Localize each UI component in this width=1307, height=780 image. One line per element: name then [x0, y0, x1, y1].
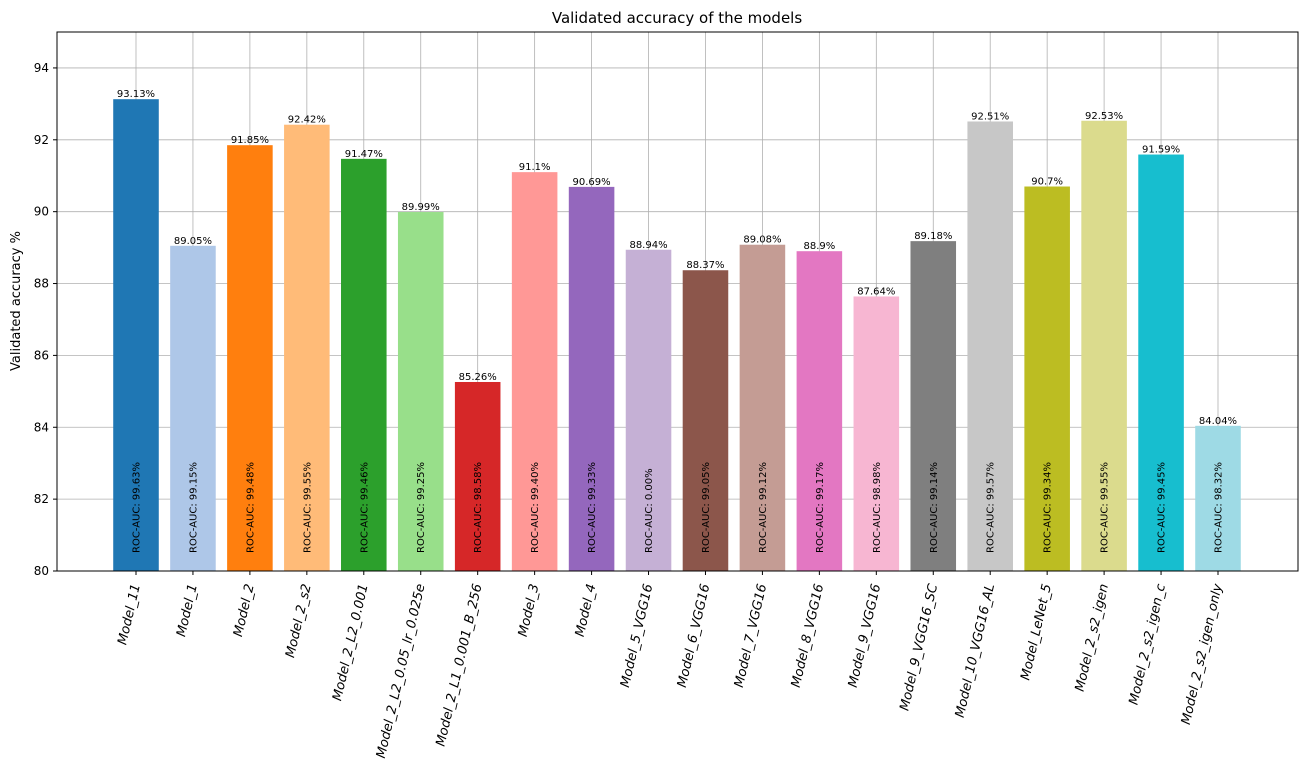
bar-value-label: 88.37% [686, 260, 724, 271]
plot-frame [56, 31, 1299, 572]
x-tick-label: Model_8_VGG16 [789, 583, 827, 690]
roc-auc-label: ROC-AUC: 99.63% [132, 462, 143, 553]
x-tick-label: Model_2_s2 [283, 583, 315, 660]
roc-auc-label: ROC-AUC: 99.55% [1100, 462, 1111, 553]
bar-Model_5_VGG16 [625, 249, 672, 572]
bar-Model_LeNet_5 [1024, 186, 1070, 571]
x-tick-label: Model_2_s2_igen_c [1127, 583, 1169, 707]
bar-Model_2_s2_igen_only [1195, 425, 1241, 571]
bar-Model_7_VGG16 [739, 244, 786, 571]
x-tick-label: Model_10_VGG16_AL [953, 583, 998, 720]
bar-value-label: 89.18% [914, 231, 952, 242]
roc-auc-label: ROC-AUC: 99.46% [359, 462, 370, 553]
bar-value-label: 91.47% [345, 149, 383, 160]
bar-value-label: 89.99% [402, 202, 440, 213]
x-tick-label: Model_3 [516, 583, 543, 639]
x-tick-label: Model_1 [174, 583, 201, 639]
roc-auc-label: ROC-AUC: 99.14% [929, 462, 940, 553]
x-tick-label: Model_5_VGG16 [618, 583, 656, 690]
x-tick-label: Model_2_L1_0.001_B_256 [434, 583, 486, 748]
roc-auc-label: ROC-AUC: 99.45% [1157, 462, 1168, 553]
bar-Model_6_VGG16 [682, 270, 729, 571]
x-tick-label: Model_2 [231, 583, 258, 639]
bar-Model_9_VGG16 [853, 296, 900, 571]
roc-auc-label: ROC-AUC: 99.33% [587, 462, 598, 553]
bar-value-label: 92.42% [288, 115, 326, 126]
roc-auc-label: ROC-AUC: 99.25% [416, 462, 427, 553]
bar-value-label: 91.85% [231, 135, 269, 146]
x-tick-label: Model_2_L2_0.001 [330, 583, 372, 703]
bar-Model_1 [170, 245, 216, 571]
y-tick-label: 94 [34, 61, 49, 75]
bar-Model_2_L2_0.001 [341, 158, 387, 571]
roc-auc-label: ROC-AUC: 99.15% [188, 462, 199, 553]
y-tick-label: 92 [34, 133, 49, 147]
bar-Model_2_s2 [284, 124, 330, 571]
x-tick-label: Model_9_VGG16 [846, 583, 884, 690]
roc-auc-label: ROC-AUC: 0.00% [644, 468, 655, 553]
bar-value-label: 90.69% [573, 177, 611, 188]
bar-value-label: 93.13% [117, 89, 155, 100]
roc-auc-label: ROC-AUC: 98.98% [872, 462, 883, 553]
y-tick-label: 82 [34, 492, 49, 506]
roc-auc-label: ROC-AUC: 99.57% [986, 462, 997, 553]
x-tick-label: Model_LeNet_5 [1018, 583, 1055, 682]
bar-Model_2_L1_0.001_B_256 [454, 381, 501, 571]
bar-value-label: 92.51% [971, 111, 1009, 122]
bar-value-label: 89.08% [743, 235, 781, 246]
bar-value-label: 91.59% [1142, 145, 1180, 156]
bar-Model_2_L2_0.05_lr_0.025e [397, 212, 444, 571]
bar-Model_2_s2_igen [1081, 120, 1127, 571]
x-tick-label: Model_9_VGG16_SC [897, 582, 941, 713]
bar-Model_3 [511, 172, 558, 571]
roc-auc-label: ROC-AUC: 99.17% [815, 462, 826, 553]
bar-value-label: 91.1% [519, 162, 551, 173]
x-tick-label: Model_7_VGG16 [732, 583, 770, 690]
x-tick-label: Model_11 [115, 583, 144, 647]
bar-value-label: 90.7% [1031, 177, 1063, 188]
chart-title: Validated accuracy of the models [552, 9, 802, 27]
bar-Model_8_VGG16 [796, 251, 843, 571]
y-axis-ticks: 80 82 84 86 88 90 92 94 [34, 61, 57, 578]
bar-Model_4 [568, 186, 615, 571]
bar-labels: 93.13% ROC-AUC: 99.63% 89.05% ROC-AUC: 99.1… [117, 89, 1237, 553]
bar-Model_2_s2_igen_c [1138, 154, 1184, 572]
roc-auc-label: ROC-AUC: 99.05% [701, 462, 712, 553]
bar-value-label: 87.64% [857, 286, 895, 297]
y-tick-label: 80 [34, 564, 49, 578]
x-tick-label: Model_2_L2_0.05_lr_0.025e [374, 583, 429, 760]
bar-value-label: 88.94% [629, 240, 667, 251]
bar-value-label: 85.26% [459, 372, 497, 383]
x-tick-label: Model_4 [573, 583, 600, 639]
bar-value-label: 84.04% [1199, 416, 1237, 427]
bar-Model_10_VGG16_AL [967, 121, 1013, 571]
x-tick-label: Model_6_VGG16 [675, 583, 713, 690]
bar-Model_9_VGG16_SC [910, 241, 957, 571]
roc-auc-label: ROC-AUC: 99.12% [758, 462, 769, 553]
x-tick-label: Model_2_s2_igen [1073, 583, 1112, 694]
roc-auc-label: ROC-AUC: 98.58% [473, 462, 484, 553]
roc-auc-label: ROC-AUC: 99.48% [245, 462, 256, 553]
y-tick-label: 86 [34, 348, 49, 362]
y-tick-label: 88 [34, 277, 49, 291]
roc-auc-label: ROC-AUC: 99.55% [302, 462, 313, 553]
bar-value-label: 89.05% [174, 236, 212, 247]
roc-auc-label: ROC-AUC: 99.40% [530, 462, 541, 553]
y-tick-label: 84 [34, 420, 49, 434]
x-axis-ticks: Model_11 Model_1 Model_2 Model_2_s2 Model_2_… [115, 571, 1226, 760]
roc-auc-label: ROC-AUC: 99.34% [1043, 462, 1054, 553]
bar-value-label: 92.53% [1085, 111, 1123, 122]
y-axis-label: Validated accuracy % [9, 231, 24, 371]
bar-value-label: 88.9% [803, 241, 835, 252]
bar-Model_2 [227, 145, 273, 571]
bars [113, 99, 1241, 572]
bar-Model_11 [113, 99, 159, 571]
y-tick-label: 90 [34, 205, 49, 219]
x-tick-label: Model_2_s2_igen_only [1179, 582, 1226, 726]
roc-auc-label: ROC-AUC: 98.32% [1214, 462, 1225, 553]
